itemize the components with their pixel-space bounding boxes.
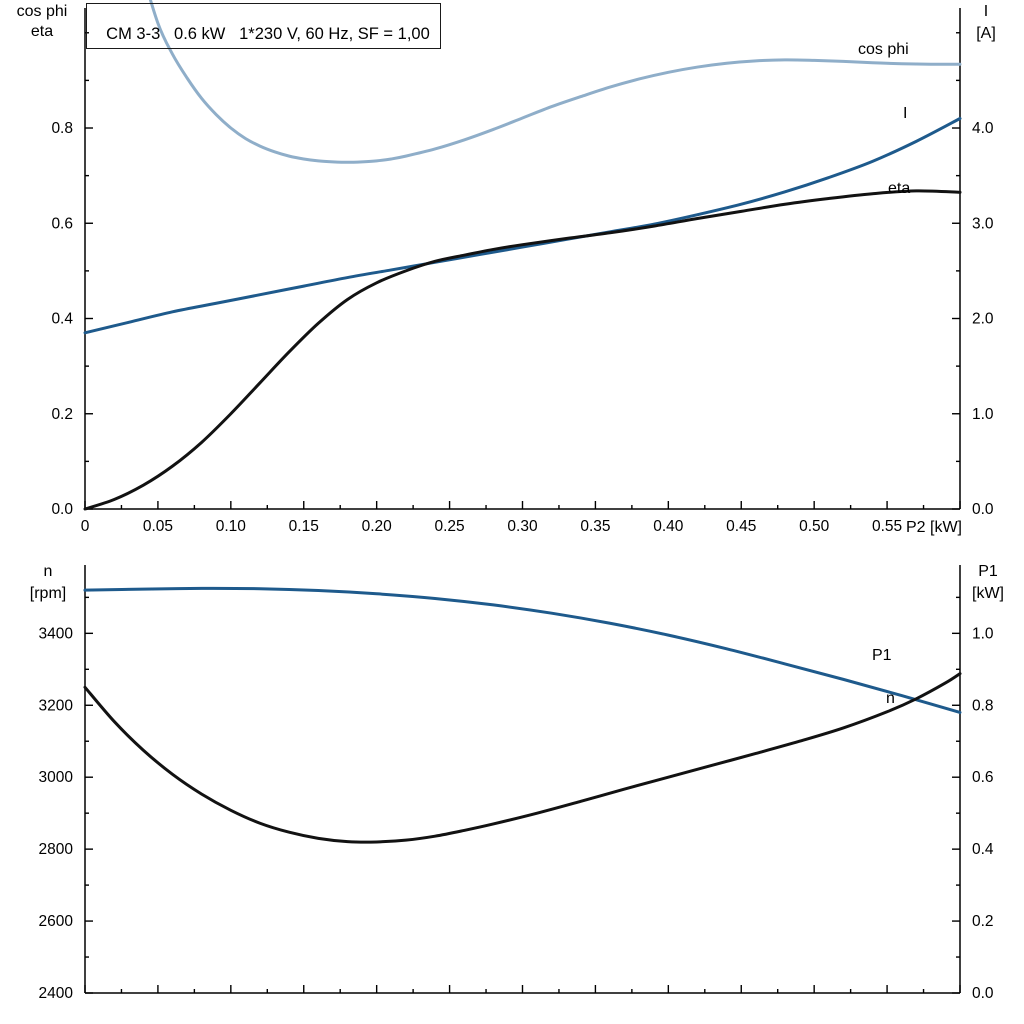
chart-text: 0: [81, 518, 90, 535]
chart-text: [A]: [976, 25, 996, 42]
chart-text: 1.0: [972, 406, 994, 423]
chart-text: 3400: [39, 625, 74, 642]
eta-curve: [83, 189, 962, 511]
axes: [84, 565, 961, 994]
chart-text: 2800: [39, 841, 74, 858]
chart-title-text: CM 3-3 0.6 kW 1*230 V, 60 Hz, SF = 1,00: [106, 25, 430, 43]
chart-text: [kW]: [972, 585, 1004, 602]
axes: [84, 8, 961, 510]
chart-text: 2600: [39, 913, 74, 930]
p1-curve: [83, 672, 962, 844]
chart-text: 0.6: [51, 215, 73, 232]
chart-text: eta: [31, 23, 53, 40]
chart-title-box: CM 3-3 0.6 kW 1*230 V, 60 Hz, SF = 1,00: [86, 3, 441, 49]
motor-speed-power-chart: 2400 2600 2800 3000 3200 3400 0.0 0.2 0.4 0.6 0.8 1…: [30, 563, 1004, 1002]
chart-text: 0.2: [51, 406, 73, 423]
chart-text: 1.0: [972, 625, 994, 642]
chart-text: 3000: [39, 769, 74, 786]
chart-text: 0.0: [51, 501, 73, 518]
chart-text: [rpm]: [30, 585, 66, 602]
chart-text: 0.4: [972, 841, 994, 858]
chart-text: 0.2: [972, 913, 994, 930]
axis-ticks: [84, 32, 961, 510]
axis-tick-labels: 2400 2600 2800 3000 3200 3400 0.0 0.2 0.4 0.6 0.8 1…: [39, 625, 994, 1002]
chart-text: 0.45: [726, 518, 756, 535]
motor-electrical-chart: 0 0.05 0.10 0.15 0.20 0.25 0.30 0.35 0.40 0.45 0.5…: [17, 0, 996, 536]
chart-text: eta: [888, 180, 910, 197]
chart-text: 2.0: [972, 311, 994, 328]
chart-text: 0.25: [434, 518, 464, 535]
chart-text: I: [903, 105, 907, 122]
n-curve: [83, 586, 962, 714]
axis-unit-labels: cos phi eta I [A] P2 [kW]: [17, 3, 996, 536]
chart-text: 0.55: [872, 518, 902, 535]
chart-text: 4.0: [972, 120, 994, 137]
chart-text: n: [886, 690, 895, 707]
chart-text: 3200: [39, 697, 74, 714]
chart-text: 0.50: [799, 518, 830, 535]
chart-text: 0.05: [143, 518, 173, 535]
chart-text: cos phi: [858, 41, 909, 58]
chart-text: 0.6: [972, 769, 994, 786]
axis-unit-labels: n [rpm] P1 [kW]: [30, 563, 1004, 602]
chart-text: P2 [kW]: [906, 519, 962, 536]
chart-text: 0.8: [51, 120, 73, 137]
chart-text: 0.20: [362, 518, 393, 535]
axis-ticks: [84, 596, 961, 994]
chart-text: P1: [872, 647, 892, 664]
chart-text: 3.0: [972, 215, 994, 232]
chart-text: 0.10: [216, 518, 247, 535]
axis-tick-labels: 0 0.05 0.10 0.15 0.20 0.25 0.30 0.35 0.40 0.45 0.5…: [51, 120, 993, 535]
chart-text: 0.30: [507, 518, 538, 535]
chart-text: cos phi: [17, 3, 68, 20]
chart-text: P1: [978, 563, 998, 580]
chart-text: n: [44, 563, 53, 580]
chart-text: 0.15: [289, 518, 319, 535]
cos-phi-curve: [148, 0, 962, 164]
chart-text: 2400: [39, 985, 74, 1002]
chart-text: 0.4: [51, 311, 73, 328]
i-curve: [83, 116, 962, 335]
chart-text: 0.40: [653, 518, 684, 535]
chart-text: 0.35: [580, 518, 610, 535]
chart-text: 0.0: [972, 501, 994, 518]
chart-text: I: [984, 3, 988, 20]
chart-text: 0.0: [972, 985, 994, 1002]
chart-text: 0.8: [972, 697, 994, 714]
